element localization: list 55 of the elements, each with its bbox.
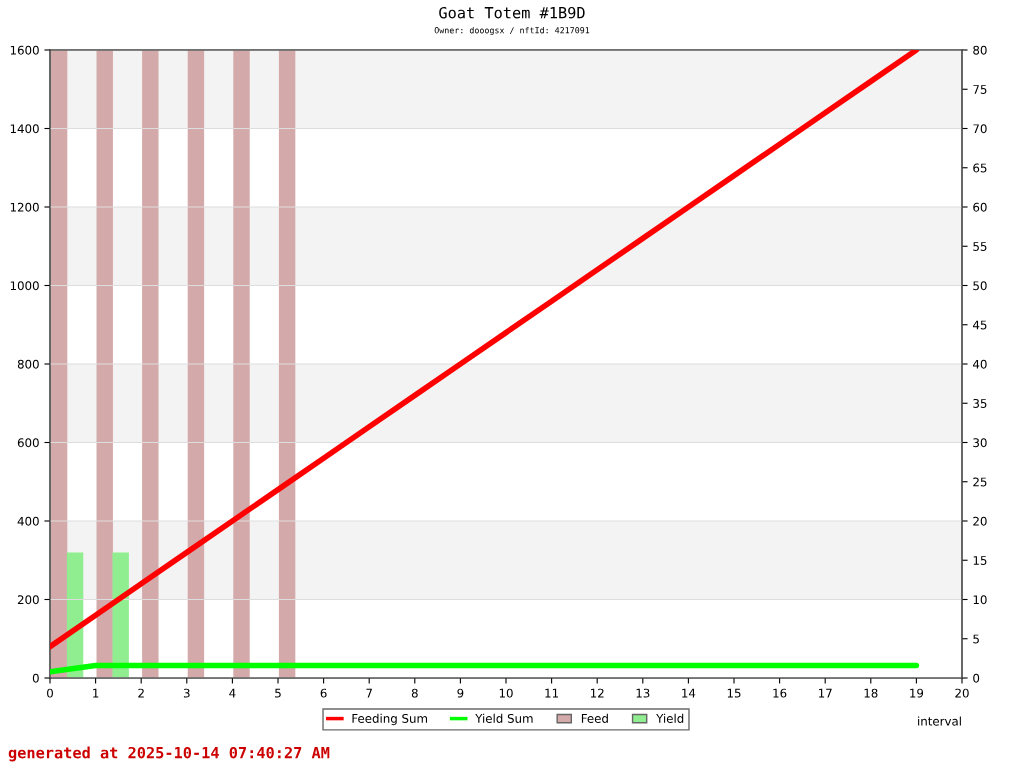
x-tick-label: 7	[366, 688, 372, 698]
y2-tick-label: 70	[973, 124, 987, 134]
legend-label: Yield	[656, 713, 684, 723]
chart-title: Goat Totem #1B9D	[439, 6, 585, 19]
y2-tick-label: 35	[973, 398, 987, 408]
x-tick-label: 6	[320, 688, 327, 698]
x-tick-label: 17	[818, 688, 832, 698]
y2-tick-label: 55	[973, 242, 987, 251]
legend-label: Yield Sum	[475, 713, 533, 723]
y2-tick-label: 45	[972, 320, 987, 330]
y2-tick-label: 0	[973, 673, 980, 683]
y2-tick-label: 30	[973, 438, 987, 448]
x-tick-label: 4	[229, 688, 236, 698]
x-tick-label: 5	[275, 688, 281, 698]
x-tick-label: 13	[636, 688, 650, 698]
y2-tick-label: 80	[973, 45, 987, 55]
y2-tick-label: 20	[973, 516, 987, 526]
x-tick-label: 20	[955, 688, 969, 698]
y-tick-label: 600	[17, 438, 39, 448]
y-tick-label: 1200	[10, 202, 39, 212]
legend-label: Feeding Sum	[352, 713, 427, 726]
x-tick-label: 2	[138, 688, 144, 698]
x-tick-label: 1	[93, 688, 99, 698]
x-axis-title: interval	[918, 716, 961, 726]
y2-tick-label: 50	[973, 281, 987, 291]
y-tick-label: 800	[17, 359, 39, 369]
legend-label: Feed	[581, 713, 608, 723]
x-tick-label: 16	[773, 688, 787, 698]
y2-tick-label: 25	[973, 477, 987, 487]
y2-tick-label: 60	[973, 202, 987, 212]
x-tick-label: 9	[457, 688, 464, 698]
x-tick-label: 8	[411, 688, 418, 698]
y2-tick-label: 5	[973, 634, 979, 644]
y-tick-label: 1400	[10, 124, 39, 134]
y2-tick-label: 75	[973, 85, 987, 94]
y-tick-label: 200	[17, 595, 39, 605]
y-tick-label: 0	[32, 673, 39, 683]
x-tick-label: 18	[864, 688, 878, 698]
x-tick-label: 10	[499, 688, 513, 698]
y-tick-label: 1600	[10, 45, 39, 55]
y2-tick-label: 10	[973, 595, 987, 605]
y-tick-label: 400	[17, 516, 39, 526]
text: generated at 2025-10-14 07:40:27 AM	[8, 746, 330, 762]
x-tick-label: 12	[590, 688, 604, 698]
chart-subtitle: Owner: dooogsx / nftId: 4217091	[434, 26, 590, 36]
x-tick-label: 15	[727, 688, 741, 698]
y2-tick-label: 15	[973, 556, 987, 565]
x-tick-label: 19	[910, 688, 924, 698]
x-tick-label: 14	[682, 688, 696, 698]
y2-tick-label: 65	[973, 163, 987, 173]
y-tick-label: 1000	[10, 281, 39, 291]
x-tick-label: 11	[545, 688, 559, 698]
x-tick-label: 3	[183, 688, 190, 698]
x-tick-label: 0	[47, 688, 53, 698]
y2-tick-label: 40	[972, 359, 987, 369]
